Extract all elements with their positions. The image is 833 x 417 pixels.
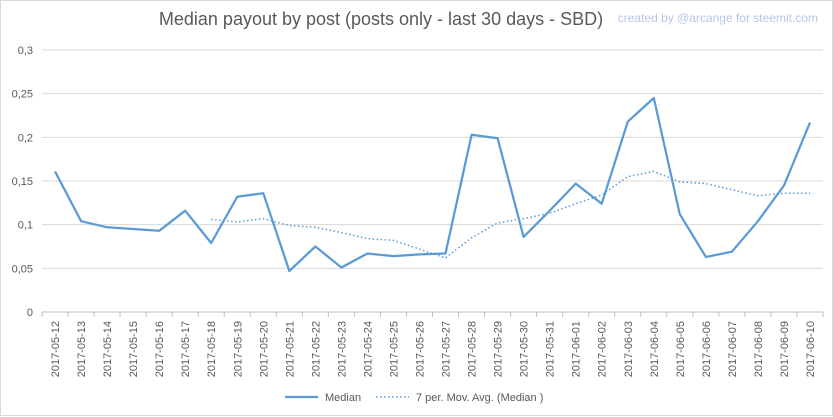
y-tick-label: 0,25 (12, 89, 33, 101)
x-tick-label: 2017-06-03 (623, 321, 635, 377)
x-tick-label: 2017-05-22 (310, 321, 322, 377)
legend: Median 7 per. Mov. Avg. (Median ) (285, 392, 543, 404)
x-tick-label: 2017-05-14 (102, 321, 114, 377)
x-tick-label: 2017-06-02 (597, 321, 609, 377)
x-tick-label: 2017-05-19 (232, 321, 244, 377)
x-tick-label: 2017-05-30 (519, 321, 531, 377)
series-lines (54, 96, 812, 273)
x-tick-label: 2017-05-28 (467, 321, 479, 377)
moving-average-line (211, 170, 810, 259)
x-tick-label: 2017-05-13 (76, 321, 88, 377)
median-line (54, 96, 812, 273)
x-tick-label: 2017-05-17 (180, 321, 192, 377)
x-tick-label: 2017-05-18 (206, 321, 218, 377)
x-tick-label: 2017-05-20 (258, 321, 270, 377)
y-tick-label: 0,2 (18, 132, 33, 144)
x-tick-label: 2017-05-15 (128, 321, 140, 377)
chart-title: Median payout by post (posts only - last… (158, 9, 604, 29)
x-tick-label: 2017-05-29 (493, 321, 505, 377)
x-axis-ticks: 2017-05-12 2017-05-13 2017-05-14 2017-05-15… (41, 312, 824, 377)
x-tick-label: 2017-05-27 (441, 321, 453, 377)
y-axis-ticks: 0 0,05 0,1 0,15 0,2 0,25 0,3 (12, 45, 33, 319)
y-tick-label: 0,3 (18, 45, 33, 57)
x-tick-label: 2017-06-09 (779, 321, 791, 377)
x-tick-label: 2017-06-05 (675, 321, 687, 377)
legend-label: Median (325, 392, 361, 404)
x-tick-label: 2017-05-26 (414, 321, 426, 377)
x-tick-label: 2017-05-23 (336, 321, 348, 377)
y-tick-label: 0,05 (12, 263, 33, 275)
y-tick-label: 0,15 (12, 176, 33, 188)
x-tick-label: 2017-05-24 (362, 321, 374, 377)
x-tick-label: 2017-05-12 (50, 321, 62, 377)
legend-label: 7 per. Mov. Avg. (Median ) (416, 392, 543, 404)
credit-text: created by @arcange for steemit.com (617, 11, 818, 25)
gridlines (42, 49, 823, 313)
x-tick-label: 2017-05-16 (154, 321, 166, 377)
x-tick-label: 2017-06-10 (805, 321, 817, 377)
x-tick-label: 2017-06-04 (649, 321, 661, 377)
x-tick-label: 2017-06-01 (571, 321, 583, 377)
y-tick-label: 0 (27, 307, 33, 319)
y-tick-label: 0,1 (18, 220, 33, 232)
x-tick-label: 2017-06-06 (701, 321, 713, 377)
x-tick-label: 2017-05-21 (284, 321, 296, 377)
x-tick-label: 2017-05-25 (388, 321, 400, 377)
x-tick-label: 2017-06-08 (753, 321, 765, 377)
x-tick-label: 2017-06-07 (727, 321, 739, 377)
x-tick-label: 2017-05-31 (545, 321, 557, 377)
